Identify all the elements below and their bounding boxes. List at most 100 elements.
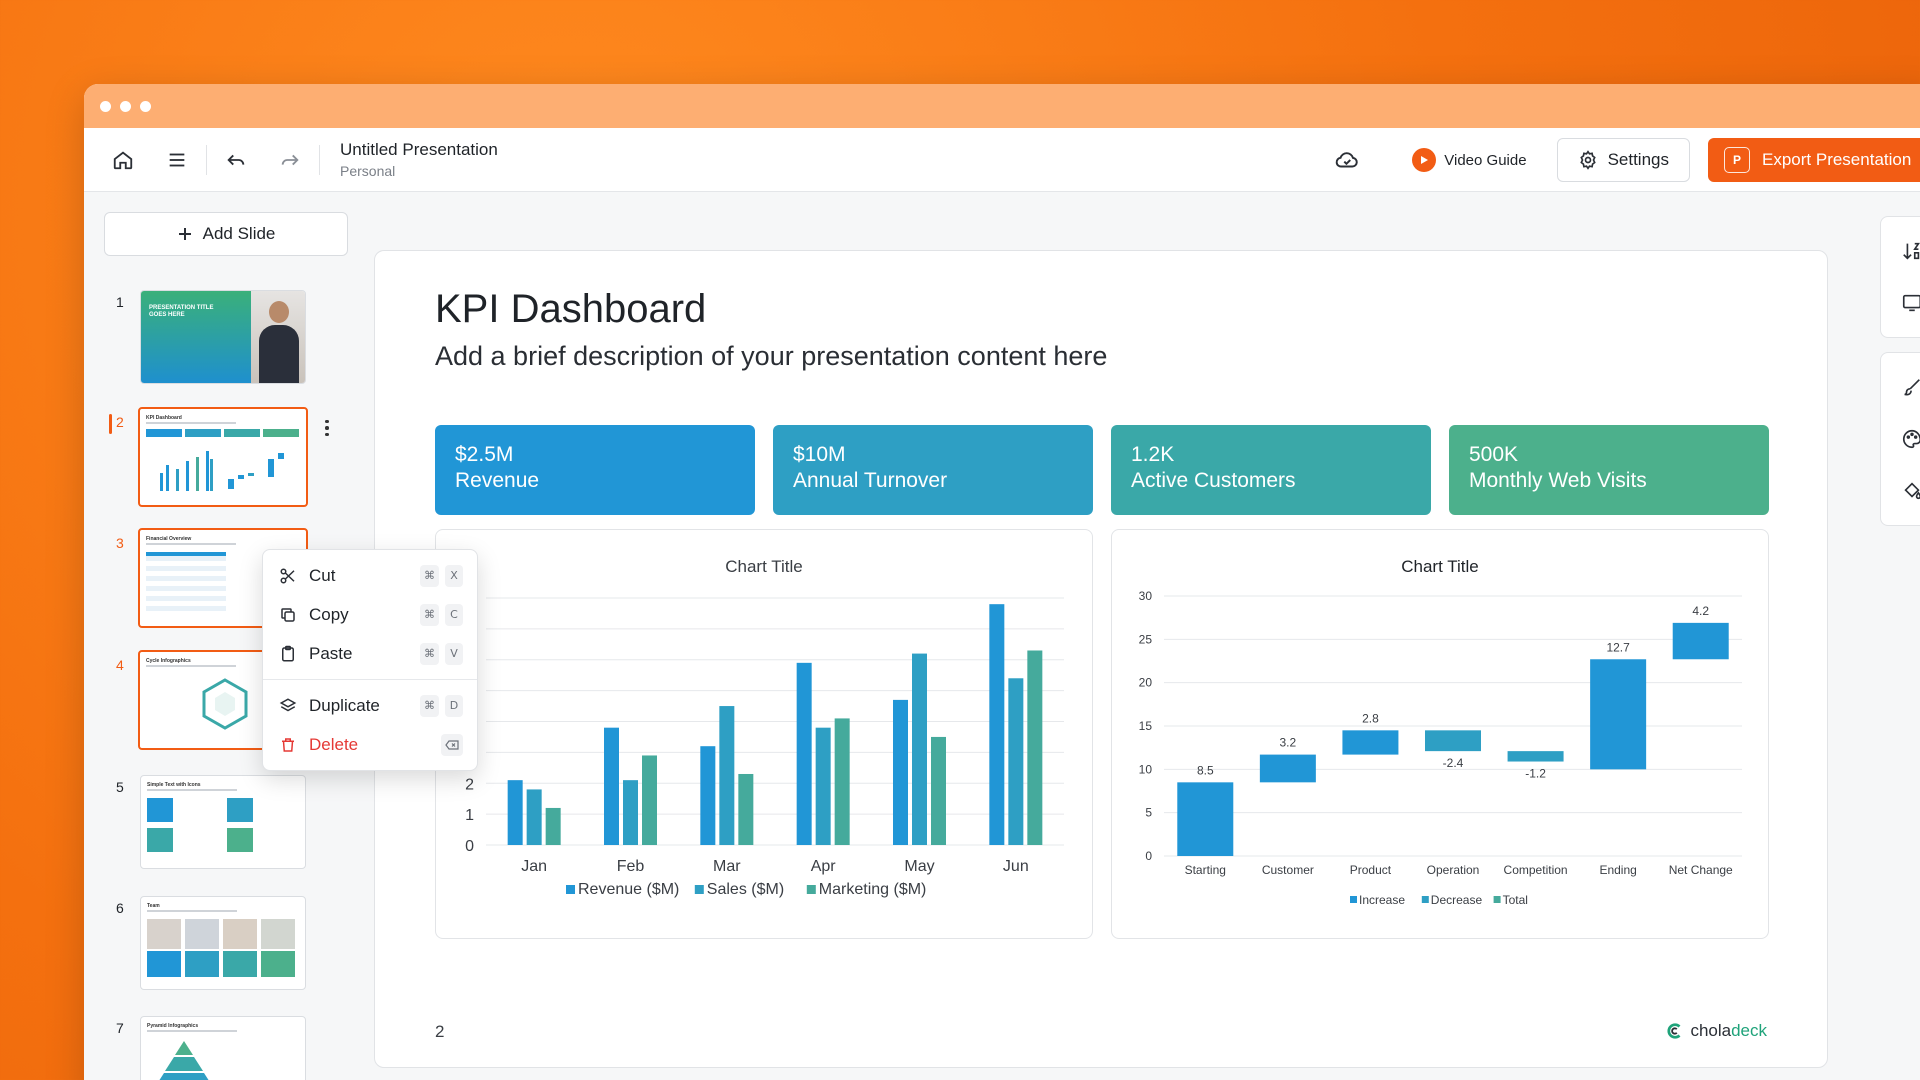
export-presentation-button[interactable]: P Export Presentation [1708, 138, 1920, 182]
legend-swatch [1421, 896, 1429, 903]
thumb-icon-box [147, 798, 173, 822]
slide-title[interactable]: KPI Dashboard [435, 287, 707, 331]
bar [526, 789, 542, 845]
window-dot-close[interactable] [100, 100, 111, 112]
scissors-icon [277, 565, 299, 587]
slide-number: 5 [116, 779, 124, 795]
settings-button[interactable]: Settings [1556, 138, 1690, 182]
presentation-screen-icon[interactable] [1890, 277, 1920, 329]
kpi-value: 1.2K [1131, 443, 1175, 466]
menu-item-duplicate[interactable]: Duplicate ⌘ D [263, 686, 477, 725]
video-guide-button[interactable]: Video Guide [1412, 148, 1527, 172]
bar [1008, 678, 1024, 845]
kpi-card[interactable]: $2.5M Revenue [435, 425, 755, 515]
slide-page-number: 2 [435, 1022, 445, 1041]
legend-label: Sales ($M) [707, 881, 784, 898]
chart-title: Chart Title [1401, 557, 1478, 576]
toolbar-divider [206, 144, 207, 175]
x-tick-label: Jan [521, 858, 547, 875]
kpi-card[interactable]: 1.2K Active Customers [1111, 425, 1431, 515]
slide-canvas[interactable]: KPI Dashboard Add a brief description of… [374, 250, 1828, 1068]
home-icon[interactable] [108, 145, 138, 175]
shortcut-key: C [445, 603, 463, 626]
slide-thumbnail-row[interactable]: 5 Simple Text with Icons [84, 775, 364, 875]
thumb-title: KPI Dashboard [146, 415, 182, 421]
thumb-subtitle-line [146, 665, 236, 667]
slide-number: 4 [116, 657, 124, 673]
slide-thumbnail[interactable]: PRESENTATION TITLE GOES HERE [140, 290, 306, 384]
y-tick-label: 25 [1139, 632, 1153, 646]
window-dot-minimize[interactable] [120, 100, 131, 112]
add-slide-label: Add Slide [202, 224, 276, 243]
redo-icon[interactable] [275, 145, 305, 175]
sort-order-icon[interactable] [1890, 225, 1920, 277]
slide-thumbnail-row[interactable]: 7 Pyramid Infographics [84, 1016, 364, 1080]
settings-label: Settings [1607, 150, 1669, 169]
bar-chart-card[interactable]: Chart Title0123456JanFebMarAprMayJunReve… [435, 529, 1093, 939]
waterfall-bar [1425, 730, 1481, 752]
add-slide-button[interactable]: Add Slide [104, 212, 348, 256]
slide-thumbnail-row-active[interactable]: 2 KPI Dashboard [84, 407, 364, 510]
shortcut-key: X [445, 564, 463, 587]
slide-description[interactable]: Add a brief description of your presenta… [435, 341, 1108, 371]
kpi-label: Revenue [455, 469, 540, 492]
workspace-label: Personal [340, 163, 396, 179]
thumb-portrait-image [251, 291, 305, 383]
brush-icon[interactable] [1890, 361, 1920, 413]
kpi-value: 500K [1469, 443, 1519, 466]
slide-thumbnail-row[interactable]: 6 Team [84, 896, 364, 996]
shortcut-key: D [445, 694, 463, 717]
cloud-save-icon[interactable] [1332, 145, 1362, 175]
menu-label: Copy [309, 604, 349, 624]
x-tick-label: Starting [1185, 863, 1226, 877]
command-key-icon: ⌘ [420, 694, 439, 717]
slide-thumbnail[interactable]: Simple Text with Icons [140, 775, 306, 869]
x-tick-label: Operation [1427, 863, 1480, 877]
slide-thumbnail-row[interactable]: 1 PRESENTATION TITLE GOES HERE [84, 290, 364, 390]
data-label: 8.5 [1197, 763, 1214, 777]
window-dot-maximize[interactable] [140, 100, 151, 112]
undo-icon[interactable] [221, 145, 251, 175]
slide-options-icon[interactable] [320, 418, 334, 438]
menu-icon[interactable] [162, 145, 192, 175]
document-info[interactable]: Untitled Presentation Personal [340, 140, 498, 179]
slide-thumbnail[interactable]: Team [140, 896, 306, 990]
kpi-value: $10M [793, 443, 846, 466]
window-titlebar [84, 84, 1920, 128]
waterfall-chart-card[interactable]: Chart Title 0 5 10 15 20 25 30 8.5 Starting 3.2 Cus… [1111, 529, 1769, 939]
legend-label: Marketing ($M) [819, 881, 927, 898]
slides-sidebar: Add Slide 1 PRESENTATION TITLE GOES HERE… [84, 192, 478, 1080]
y-tick-label: 1 [465, 807, 474, 824]
data-label: -2.4 [1443, 756, 1464, 770]
bar [893, 699, 908, 845]
brand-text-b: deck [1731, 1021, 1767, 1040]
slide-thumbnail[interactable]: Pyramid Infographics [140, 1016, 306, 1080]
slide-thumbnail-selected[interactable]: KPI Dashboard [138, 407, 308, 507]
thumb-subtitle-line [147, 1030, 237, 1032]
menu-label: Delete [309, 734, 359, 754]
thumb-charts [160, 451, 284, 491]
bar [912, 653, 927, 845]
thumb-table [146, 552, 226, 612]
command-key-icon: ⌘ [420, 564, 439, 587]
menu-item-paste[interactable]: Paste ⌘ V [263, 634, 477, 673]
fill-bucket-icon[interactable] [1890, 465, 1920, 517]
backspace-key-icon [441, 733, 463, 756]
command-key-icon: ⌘ [420, 642, 439, 665]
bar [1027, 650, 1043, 845]
right-tool-rail [1880, 216, 1920, 540]
bar [700, 746, 716, 845]
kpi-value: $2.5M [455, 443, 514, 466]
x-tick-label: Jun [1003, 858, 1029, 875]
menu-item-delete[interactable]: Delete [263, 725, 477, 764]
bar [642, 755, 657, 845]
menu-item-copy[interactable]: Copy ⌘ C [263, 595, 477, 634]
waterfall-bar [1590, 659, 1647, 770]
waterfall-bar [1177, 782, 1234, 856]
kpi-card[interactable]: $10M Annual Turnover [773, 425, 1093, 515]
slide-context-menu: Cut ⌘ X Copy ⌘ C Paste ⌘ V [262, 549, 478, 771]
document-title[interactable]: Untitled Presentation [340, 140, 498, 159]
palette-icon[interactable] [1890, 413, 1920, 465]
kpi-card[interactable]: 500K Monthly Web Visits [1449, 425, 1769, 515]
menu-item-cut[interactable]: Cut ⌘ X [263, 556, 477, 595]
